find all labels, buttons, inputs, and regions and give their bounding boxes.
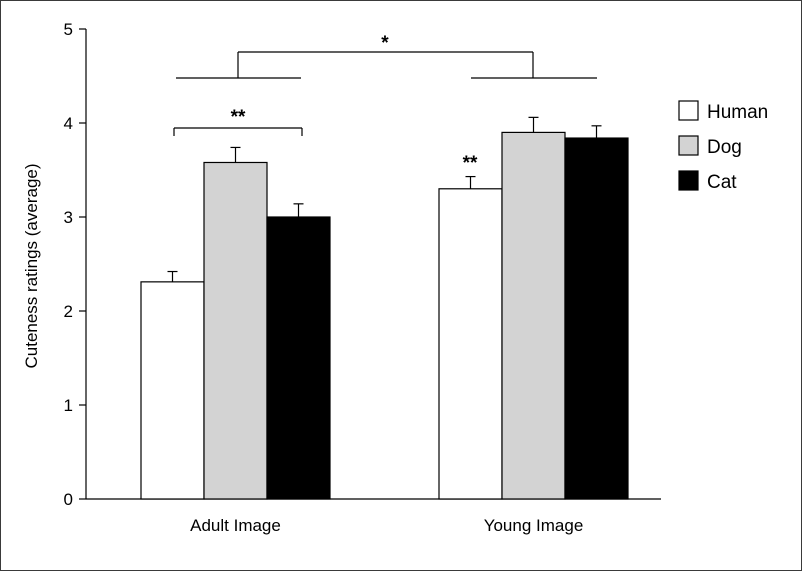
- significance-star-young-human: **: [463, 153, 478, 174]
- bar-human-young: [438, 188, 503, 500]
- y-tick-label: 2: [64, 302, 73, 321]
- significance-star-groups: *: [381, 33, 389, 54]
- significance-annotations: *****: [173, 33, 597, 174]
- legend-label-cat: Cat: [707, 172, 737, 193]
- bar-dog-adult: [203, 161, 268, 500]
- y-tick-label: 4: [64, 114, 73, 133]
- y-tick-label: 1: [64, 396, 73, 415]
- bars: [140, 116, 629, 500]
- significance-star-adult: **: [231, 107, 246, 128]
- y-tick-label: 0: [64, 490, 73, 509]
- x-category-label: Young Image: [484, 516, 584, 535]
- bar-human-adult: [140, 281, 205, 500]
- legend-label-human: Human: [707, 102, 768, 123]
- x-category-label: Adult Image: [190, 516, 281, 535]
- legend: Human Dog Cat: [678, 100, 768, 193]
- y-tick-label: 3: [64, 208, 73, 227]
- legend-swatch-dog: [678, 135, 699, 156]
- y-axis-title: Cuteness ratings (average): [22, 163, 41, 368]
- legend-swatch-cat: [678, 170, 699, 191]
- bar-cat-young: [564, 137, 629, 500]
- bar-dog-young: [501, 131, 566, 500]
- bar-cat-adult: [266, 216, 331, 500]
- y-tick-label: 5: [64, 20, 73, 39]
- legend-swatch-human: [678, 100, 699, 121]
- legend-label-dog: Dog: [707, 137, 742, 158]
